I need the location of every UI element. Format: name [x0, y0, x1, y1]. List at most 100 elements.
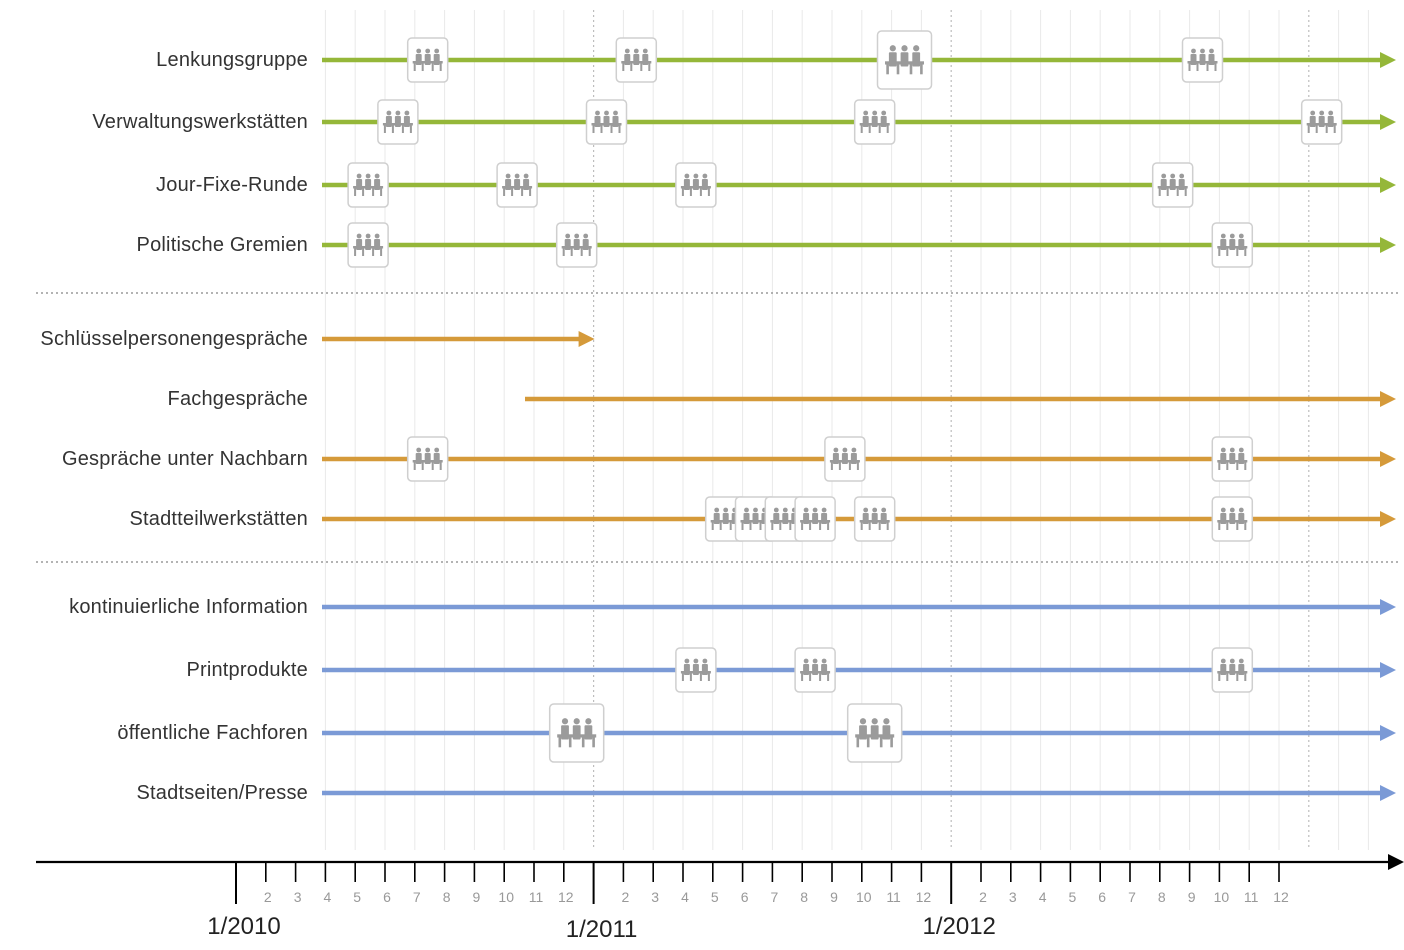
- arrowhead: [1380, 662, 1396, 678]
- meeting-group-icon: [1300, 99, 1343, 145]
- month-tick-label: 11: [529, 889, 544, 905]
- timeline-row: [322, 785, 1396, 801]
- meeting-group-icon: [615, 37, 658, 83]
- row-label: Jour-Fixe-Runde: [156, 174, 308, 196]
- month-tick-label: 7: [1128, 889, 1136, 905]
- year-label: 1/2011: [566, 916, 638, 943]
- month-tick-label: 9: [1188, 889, 1196, 905]
- meeting-group-icon: [585, 99, 628, 145]
- month-tick-label: 11: [1244, 889, 1259, 905]
- arrowhead: [1380, 391, 1396, 407]
- arrowhead: [1380, 177, 1396, 193]
- timeline-row: [322, 331, 595, 347]
- timeline-row: [322, 436, 1396, 482]
- row-label: Fachgespräche: [167, 388, 308, 410]
- month-tick-label: 5: [353, 889, 361, 905]
- row-label: kontinuierliche Information: [69, 596, 308, 618]
- meeting-group-icon: [794, 496, 836, 542]
- group-green: [322, 30, 1396, 268]
- timeline-row: [322, 99, 1396, 145]
- arrowhead: [1380, 599, 1396, 615]
- meeting-group-icon: [496, 162, 538, 208]
- row-label: öffentliche Fachforen: [117, 722, 308, 744]
- month-tick-label: 4: [681, 889, 689, 905]
- row-label: Verwaltungswerkstätten: [92, 111, 308, 133]
- month-tick-label: 3: [294, 889, 302, 905]
- month-tick-label: 6: [383, 889, 391, 905]
- timeline-row: [322, 30, 1396, 90]
- month-tick-label: 10: [1214, 889, 1230, 905]
- meeting-group-icon: [853, 496, 896, 542]
- time-axis: 2 3 4 5 6 7 8 9 10 11 12 2 3 4 5 6 7 8 9 10 11 12 2 3 4 5 6 7 8 9 10 11…: [36, 854, 1404, 943]
- year-label: 1/2010: [207, 913, 280, 940]
- row-label: Stadtseiten/Presse: [136, 782, 308, 804]
- arrowhead: [578, 331, 595, 347]
- month-tick-label: 8: [1158, 889, 1166, 905]
- meeting-group-icon: [1211, 647, 1254, 693]
- month-tick-label: 9: [473, 889, 481, 905]
- month-tick-label: 11: [886, 889, 901, 905]
- meeting-group-icon: [846, 703, 903, 763]
- timeline-row: [525, 391, 1396, 407]
- timeline-row: [322, 496, 1396, 542]
- row-label: Stadtteilwerkstätten: [129, 508, 308, 530]
- meeting-group-icon: [548, 703, 605, 763]
- meeting-group-icon: [1151, 162, 1194, 208]
- month-tick-label: 10: [498, 889, 514, 905]
- month-tick-label: 5: [711, 889, 719, 905]
- year-label: 1/2012: [922, 913, 995, 940]
- meeting-group-icon: [347, 162, 389, 208]
- arrowhead: [1380, 52, 1396, 68]
- month-tick-label: 12: [558, 889, 574, 905]
- arrowhead: [1380, 725, 1396, 741]
- meeting-group-icon: [347, 222, 389, 268]
- meeting-group-icon: [675, 647, 717, 693]
- month-tick-label: 8: [443, 889, 451, 905]
- month-tick-label: 5: [1069, 889, 1077, 905]
- arrowhead: [1380, 114, 1396, 130]
- meeting-group-icon: [1181, 37, 1224, 83]
- meeting-group-icon: [1211, 496, 1254, 542]
- arrowhead: [1380, 237, 1396, 253]
- month-tick-label: 8: [800, 889, 808, 905]
- timeline-row: [322, 222, 1396, 268]
- meeting-group-icon: [377, 99, 419, 145]
- timeline-row: [322, 162, 1396, 208]
- meeting-group-icon: [555, 222, 598, 268]
- row-label: Schlüsselpersonengespräche: [40, 328, 308, 350]
- month-tick-label: 10: [856, 889, 872, 905]
- month-tick-label: 6: [741, 889, 749, 905]
- month-tick-label: 2: [264, 889, 272, 905]
- month-tick-label: 3: [1009, 889, 1017, 905]
- group-blue: [322, 599, 1396, 801]
- meeting-group-icon: [876, 30, 933, 90]
- meeting-group-icon: [794, 647, 836, 693]
- month-gridlines: [324, 10, 1369, 850]
- arrowhead: [1380, 451, 1396, 467]
- month-tick-label: 3: [651, 889, 659, 905]
- row-label: Gespräche unter Nachbarn: [61, 448, 308, 470]
- month-tick-label: 2: [622, 889, 630, 905]
- row-label: Politische Gremien: [136, 234, 308, 256]
- timeline-row: [322, 703, 1396, 763]
- month-tick-label: 7: [413, 889, 421, 905]
- group-orange: [322, 331, 1396, 542]
- month-tick-label: 4: [1039, 889, 1047, 905]
- meeting-group-icon: [824, 436, 866, 482]
- axis-arrowhead: [1388, 854, 1404, 870]
- meeting-group-icon: [853, 99, 896, 145]
- month-tick-label: 4: [324, 889, 332, 905]
- month-tick-label: 9: [830, 889, 838, 905]
- month-tick-label: 6: [1098, 889, 1106, 905]
- meeting-group-icon: [675, 162, 717, 208]
- month-tick-label: 12: [1273, 889, 1289, 905]
- meeting-group-icon: [406, 37, 449, 83]
- arrowhead: [1380, 511, 1396, 527]
- timeline-row: [322, 647, 1396, 693]
- arrowhead: [1380, 785, 1396, 801]
- meeting-group-icon: [1211, 222, 1254, 268]
- month-tick-label: 7: [771, 889, 779, 905]
- month-tick-label: 2: [979, 889, 987, 905]
